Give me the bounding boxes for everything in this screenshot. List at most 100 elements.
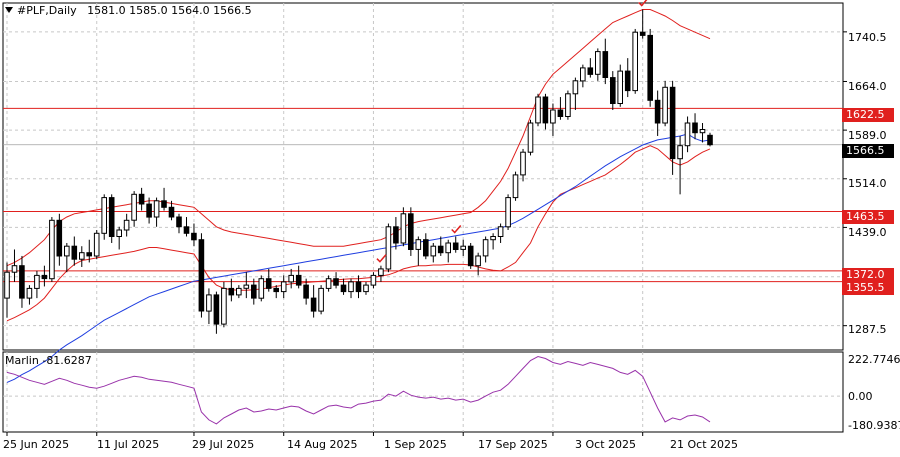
candle-body bbox=[221, 287, 227, 325]
candle-body bbox=[617, 70, 624, 104]
candle-body bbox=[415, 239, 422, 250]
candle-body bbox=[273, 287, 279, 293]
candle-body bbox=[677, 145, 683, 160]
candle-body bbox=[408, 213, 414, 251]
candle-body bbox=[318, 287, 324, 312]
price-tick-label: 1514.0 bbox=[848, 177, 887, 190]
candle-body bbox=[385, 226, 392, 270]
candle-body bbox=[445, 242, 451, 254]
candle-body bbox=[707, 134, 713, 146]
candle-body bbox=[49, 219, 55, 280]
candle-body bbox=[295, 274, 302, 286]
level-badge: 1372.0 bbox=[842, 268, 894, 282]
candle-body bbox=[437, 245, 444, 254]
candle-body bbox=[333, 278, 339, 286]
candle-body bbox=[11, 265, 18, 273]
candle-body bbox=[183, 226, 190, 234]
date-tick-label: 1 Sep 2025 bbox=[384, 438, 447, 451]
level-badge: 1463.5 bbox=[842, 210, 894, 224]
candle-body bbox=[138, 193, 145, 205]
candle-body bbox=[423, 239, 429, 257]
candle-body bbox=[535, 96, 541, 124]
candle-body bbox=[647, 34, 654, 101]
date-tick-label: 11 Jul 2025 bbox=[97, 438, 160, 451]
candle-body bbox=[355, 281, 362, 293]
candle-body bbox=[93, 232, 100, 257]
candle-body bbox=[467, 245, 474, 267]
candle-body bbox=[79, 252, 85, 260]
candle-body bbox=[610, 77, 616, 104]
candle-body bbox=[108, 197, 115, 238]
date-tick-label: 14 Aug 2025 bbox=[287, 438, 358, 451]
candle-body bbox=[206, 294, 212, 312]
candle-body bbox=[684, 122, 691, 147]
candle-body bbox=[236, 287, 242, 296]
candle-body bbox=[378, 268, 384, 276]
candle-body bbox=[41, 274, 48, 280]
candle-body bbox=[340, 284, 347, 293]
candle-body bbox=[161, 200, 167, 208]
indicator-tick-label: 0.00 bbox=[848, 390, 873, 403]
current-price-badge: 1566.5 bbox=[842, 144, 894, 158]
date-tick-label: 29 Jul 2025 bbox=[192, 438, 255, 451]
candle-body bbox=[580, 67, 586, 82]
dropdown-triangle-icon[interactable] bbox=[5, 7, 13, 13]
candle-body bbox=[363, 284, 369, 293]
candle-body bbox=[520, 151, 526, 176]
candle-body bbox=[153, 200, 160, 218]
price-tick-label: 1439.0 bbox=[848, 226, 887, 239]
candle-body bbox=[512, 174, 519, 199]
indicator-value: -81.6287 bbox=[42, 354, 92, 367]
candle-body bbox=[393, 226, 399, 244]
indicator-name: Marlin bbox=[5, 354, 39, 367]
candle-body bbox=[662, 86, 668, 124]
candle-body bbox=[168, 206, 175, 218]
candle-body bbox=[587, 67, 594, 75]
ohlc-readout: 1581.0 1585.0 1564.0 1566.5 bbox=[87, 4, 252, 17]
candle-body bbox=[34, 274, 40, 289]
candle-body bbox=[191, 232, 197, 241]
candle-body bbox=[288, 274, 294, 283]
candle-body bbox=[497, 226, 504, 238]
price-tick-label: 1589.0 bbox=[848, 129, 887, 142]
candle-body bbox=[452, 242, 459, 250]
date-tick-label: 17 Sep 2025 bbox=[478, 438, 548, 451]
candle-body bbox=[505, 197, 511, 228]
candle-body bbox=[116, 229, 123, 237]
candle-body bbox=[460, 245, 466, 250]
level-badge: 1622.5 bbox=[842, 108, 894, 122]
candle-body bbox=[64, 245, 70, 257]
candle-body bbox=[71, 245, 78, 260]
signal-check-icon bbox=[638, 0, 648, 7]
candle-body bbox=[310, 297, 317, 312]
candle-body bbox=[146, 203, 152, 218]
candle-body bbox=[56, 219, 63, 257]
candle-body bbox=[303, 284, 309, 299]
candle-body bbox=[550, 109, 556, 124]
candle-body bbox=[131, 193, 137, 221]
candle-body bbox=[572, 80, 579, 95]
candle-body bbox=[26, 287, 33, 299]
candle-body bbox=[258, 278, 265, 299]
candle-body bbox=[400, 213, 407, 244]
candle-body bbox=[602, 51, 609, 78]
indicator-tick-label: -180.9387 bbox=[848, 419, 900, 432]
candle-body bbox=[669, 86, 676, 160]
candle-body bbox=[624, 70, 631, 92]
candle-body bbox=[123, 219, 130, 231]
indicator-label: Marlin -81.6287 bbox=[5, 354, 92, 367]
date-tick-label: 25 Jun 2025 bbox=[3, 438, 70, 451]
marlin-indicator-line bbox=[6, 355, 711, 425]
date-tick-label: 21 Oct 2025 bbox=[670, 438, 739, 451]
price-tick-label: 1740.5 bbox=[848, 31, 887, 44]
candle-body bbox=[4, 271, 10, 299]
chart-header: #PLF,Daily 1581.0 1585.0 1564.0 1566.5 bbox=[5, 4, 252, 17]
signal-check-icon bbox=[376, 254, 387, 263]
candle-body bbox=[348, 281, 354, 293]
level-badge: 1355.5 bbox=[842, 281, 894, 295]
candle-body bbox=[482, 239, 489, 257]
candle-body bbox=[490, 236, 496, 241]
candle-body bbox=[19, 265, 25, 299]
